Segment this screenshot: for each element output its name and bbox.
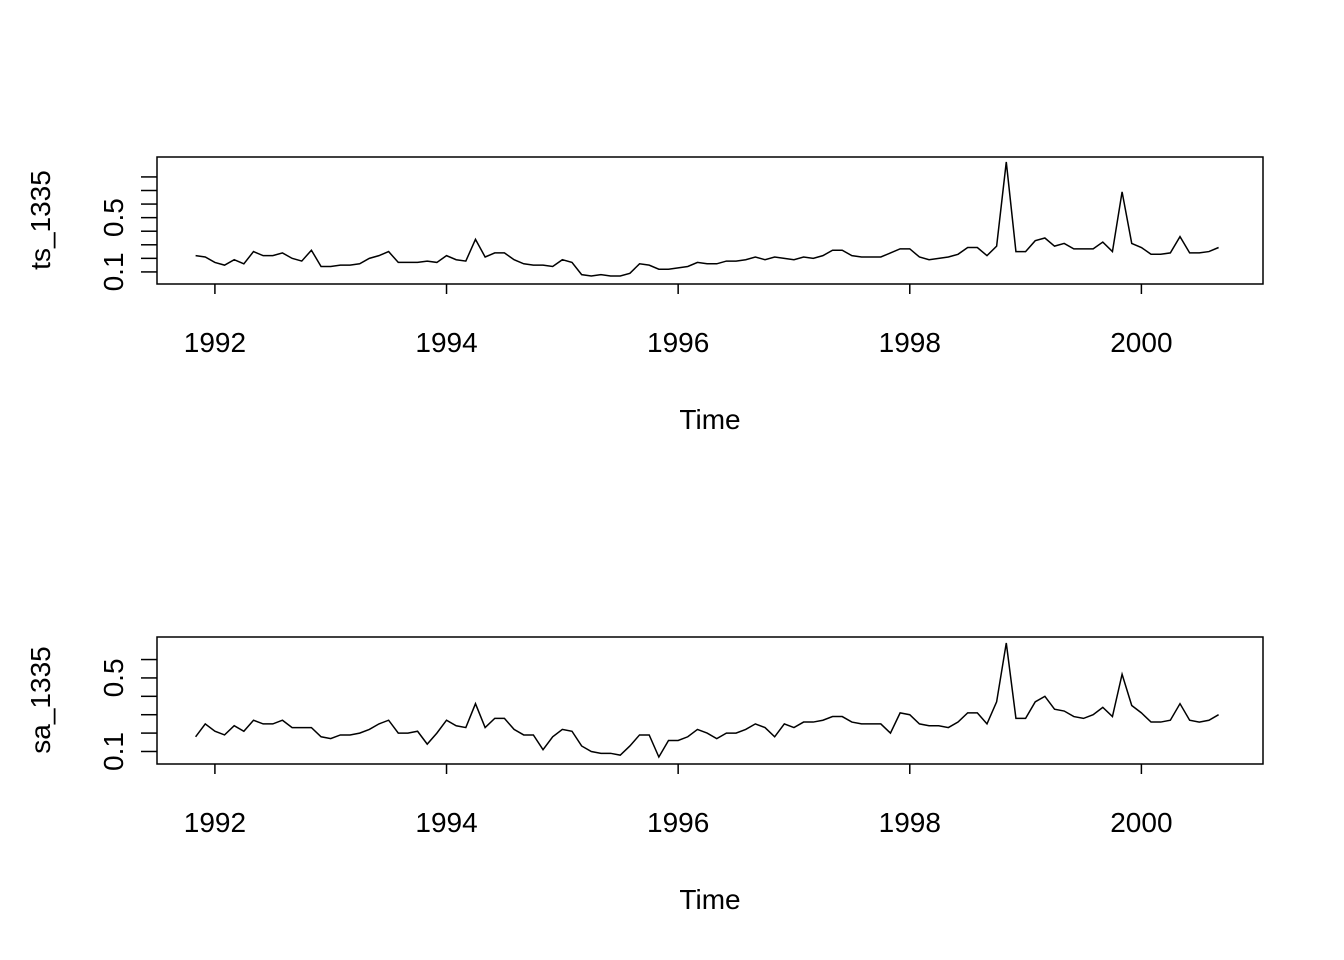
x-tick-label: 2000 [1110,327,1172,358]
sa-1335-y-axis: 0.1 0.5 [98,658,157,771]
sa-1335-x-axis-title: Time [679,884,740,915]
ts-1335-y-axis-title: ts_1335 [25,170,56,270]
x-tick-label: 1992 [184,807,246,838]
x-tick-label: 1998 [879,807,941,838]
x-tick-label: 2000 [1110,807,1172,838]
x-tick-label: 1994 [415,327,477,358]
ts-1335-panel: 1992 1994 1996 1998 2000 0.10.5 Time ts_1335 [25,156,1264,435]
x-tick-label: 1994 [415,807,477,838]
y-tick-label: 0.5 [98,198,129,237]
ts-1335-plot-frame [156,156,1264,285]
ts-1335-series-line [195,161,1219,277]
ts-1335-y-axis: 0.10.5 [98,176,157,291]
y-tick-label: 0.1 [98,252,129,291]
x-tick-label: 1996 [647,327,709,358]
sa-1335-plot-frame [156,636,1264,765]
ts-1335-x-axis: 1992 1994 1996 1998 2000 [184,284,1173,358]
sa-1335-panel: 1992 1994 1996 1998 2000 0.1 0.5 Time sa_1335 [25,636,1264,915]
y-tick-label: 0.5 [98,658,129,697]
y-tick-label: 0.1 [98,732,129,771]
sa-1335-y-axis-title: sa_1335 [25,646,56,753]
x-tick-label: 1996 [647,807,709,838]
x-tick-label: 1992 [184,327,246,358]
ts-1335-x-axis-title: Time [679,404,740,435]
sa-1335-x-axis: 1992 1994 1996 1998 2000 [184,764,1173,838]
sa-1335-series-line [194,642,1219,759]
x-tick-label: 1998 [879,327,941,358]
